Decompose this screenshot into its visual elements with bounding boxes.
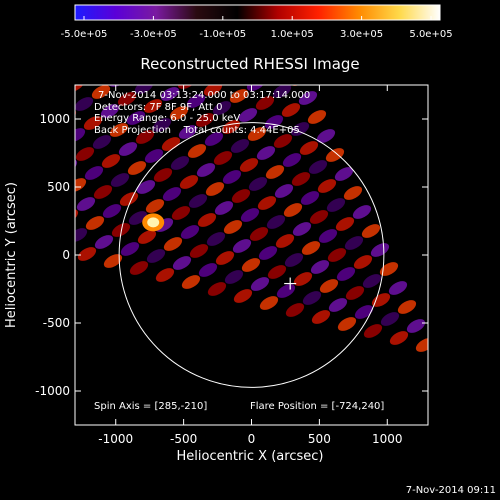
x-tick-label: 1000 bbox=[372, 432, 403, 446]
y-tick-label: -500 bbox=[43, 316, 70, 330]
solar-limb-circle bbox=[118, 122, 385, 388]
spin-axis-label: Spin Axis = [285,-210] bbox=[94, 401, 207, 412]
x-tick-label: -1000 bbox=[98, 432, 133, 446]
colorbar-tick-label: -1.0e+05 bbox=[199, 29, 246, 40]
y-tick-label: -1000 bbox=[35, 384, 70, 398]
x-axis-label: Heliocentric X (arcsec) bbox=[177, 449, 324, 464]
colorbar-tick-label: -3.0e+05 bbox=[130, 29, 177, 40]
colorbar-tick-label: 5.0e+05 bbox=[409, 29, 452, 40]
colorbar-tick-label: 1.0e+05 bbox=[271, 29, 314, 40]
info-line-counts: Back Projection Total counts: 4.44E+05 bbox=[94, 125, 300, 136]
y-tick-label: 1000 bbox=[39, 112, 70, 126]
info-line-time: 7-Nov-2014 03:13:24.000 to 03:17:14.000 bbox=[98, 90, 310, 101]
y-axis-label: Heliocentric Y (arcsec) bbox=[4, 182, 19, 328]
x-tick-label: -500 bbox=[170, 432, 197, 446]
footer-timestamp: 7-Nov-2014 09:11 bbox=[406, 485, 496, 496]
colorbar-tick-label: -5.0e+05 bbox=[61, 29, 108, 40]
y-tick-label: 500 bbox=[47, 180, 70, 194]
chart-title: Reconstructed RHESSI Image bbox=[140, 55, 359, 73]
info-line-detectors: Detectors: 7F 8F 9F, Att 0 bbox=[94, 102, 222, 113]
info-line-energy: Energy Range: 6.0 - 25.0 keV bbox=[94, 113, 240, 124]
y-tick-label: 0 bbox=[62, 248, 70, 262]
x-tick-label: 500 bbox=[308, 432, 331, 446]
colorbar bbox=[74, 4, 441, 21]
spin-axis-marker bbox=[284, 277, 297, 290]
flare-position-label: Flare Position = [-724,240] bbox=[250, 401, 384, 412]
colorbar-tick-label: 3.0e+05 bbox=[340, 29, 383, 40]
x-tick-label: 0 bbox=[248, 432, 256, 446]
y-axis-ticks: -1000 -500 0 500 1000 bbox=[35, 112, 428, 398]
heatmap-image bbox=[75, 85, 428, 425]
colorbar-ticks: -5.0e+05 -3.0e+05 -1.0e+05 1.0e+05 3.0e+05 5.… bbox=[61, 16, 453, 40]
x-axis-ticks: -1000 -500 0 500 1000 bbox=[98, 85, 403, 446]
